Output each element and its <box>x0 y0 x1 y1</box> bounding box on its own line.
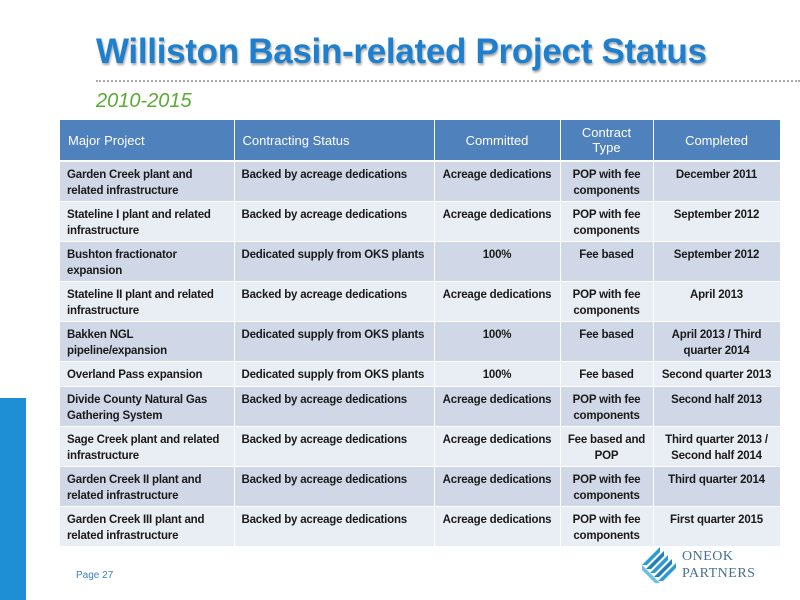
cell-committed: Acreage dedications <box>434 161 561 202</box>
cell-major-project: Stateline I plant and related infrastruc… <box>60 201 235 242</box>
cell-contract-type: POP with fee components <box>560 161 654 202</box>
cell-contracting-status: Backed by acreage dedications <box>234 201 435 242</box>
cell-contract-type: POP with fee components <box>560 466 654 507</box>
title-divider <box>96 80 800 82</box>
cell-completed: Second quarter 2013 <box>653 361 781 387</box>
table-row: Bushton fractionator expansion Dedicated… <box>60 241 781 282</box>
cell-major-project: Bushton fractionator expansion <box>60 241 235 282</box>
table-row: Stateline I plant and related infrastruc… <box>60 201 781 242</box>
table-row: Divide County Natural Gas Gathering Syst… <box>60 386 781 427</box>
column-header-contract-type: Contract Type <box>560 120 654 162</box>
cell-committed: Acreage dedications <box>434 281 561 322</box>
cell-major-project: Divide County Natural Gas Gathering Syst… <box>60 386 235 427</box>
cell-committed: Acreage dedications <box>434 466 561 507</box>
table-header-row: Major Project Contracting Status Committ… <box>60 120 781 162</box>
page-number: Page 27 <box>76 570 114 581</box>
cell-completed: April 2013 / Third quarter 2014 <box>653 321 781 362</box>
cell-contract-type: POP with fee components <box>560 201 654 242</box>
cell-contracting-status: Backed by acreage dedications <box>234 386 435 427</box>
logo-text-partners: PARTNERS <box>682 566 756 581</box>
cell-contracting-status: Dedicated supply from OKS plants <box>234 361 435 387</box>
cell-major-project: Stateline II plant and related infrastru… <box>60 281 235 322</box>
cell-contract-type: Fee based <box>560 241 654 282</box>
cell-contracting-status: Backed by acreage dedications <box>234 466 435 507</box>
cell-contracting-status: Backed by acreage dedications <box>234 281 435 322</box>
cell-completed: September 2012 <box>653 241 781 282</box>
cell-major-project: Overland Pass expansion <box>60 361 235 387</box>
column-header-contracting-status: Contracting Status <box>234 120 435 162</box>
slide-title: Williston Basin-related Project Status <box>96 32 707 71</box>
cell-committed: Acreage dedications <box>434 386 561 427</box>
cell-completed: Second half 2013 <box>653 386 781 427</box>
cell-major-project: Garden Creek III plant and related infra… <box>60 506 235 547</box>
table-row: Sage Creek plant and related infrastruct… <box>60 426 781 467</box>
project-status-table: Major Project Contracting Status Committ… <box>60 120 781 547</box>
cell-contract-type: POP with fee components <box>560 386 654 427</box>
cell-contract-type: POP with fee components <box>560 281 654 322</box>
column-header-committed: Committed <box>434 120 561 162</box>
table-row: Stateline II plant and related infrastru… <box>60 281 781 322</box>
cell-committed: Acreage dedications <box>434 426 561 467</box>
cell-completed: Third quarter 2014 <box>653 466 781 507</box>
table-row: Bakken NGL pipeline/expansion Dedicated … <box>60 321 781 362</box>
cell-major-project: Sage Creek plant and related infrastruct… <box>60 426 235 467</box>
table-row: Garden Creek III plant and related infra… <box>60 506 781 547</box>
cell-committed: Acreage dedications <box>434 506 561 547</box>
cell-completed: Third quarter 2013 / Second half 2014 <box>653 426 781 467</box>
cell-contract-type: POP with fee components <box>560 506 654 547</box>
oneok-logo-icon <box>642 547 676 583</box>
cell-contract-type: Fee based <box>560 361 654 387</box>
cell-major-project: Garden Creek plant and related infrastru… <box>60 161 235 202</box>
slide-subtitle: 2010-2015 <box>96 90 192 112</box>
cell-committed: 100% <box>434 241 561 282</box>
column-header-completed: Completed <box>653 120 781 162</box>
cell-completed: September 2012 <box>653 201 781 242</box>
cell-committed: 100% <box>434 361 561 387</box>
company-logo: ONEOK PARTNERS <box>638 545 778 587</box>
cell-major-project: Bakken NGL pipeline/expansion <box>60 321 235 362</box>
cell-contracting-status: Backed by acreage dedications <box>234 426 435 467</box>
cell-contract-type: Fee based and POP <box>560 426 654 467</box>
cell-completed: April 2013 <box>653 281 781 322</box>
cell-committed: 100% <box>434 321 561 362</box>
cell-major-project: Garden Creek II plant and related infras… <box>60 466 235 507</box>
table-row: Overland Pass expansion Dedicated supply… <box>60 361 781 387</box>
accent-bar <box>0 398 26 600</box>
cell-contract-type: Fee based <box>560 321 654 362</box>
table-row: Garden Creek II plant and related infras… <box>60 466 781 507</box>
cell-committed: Acreage dedications <box>434 201 561 242</box>
column-header-major-project: Major Project <box>60 120 235 162</box>
logo-text-oneok: ONEOK <box>682 549 734 564</box>
cell-contracting-status: Dedicated supply from OKS plants <box>234 321 435 362</box>
cell-completed: December 2011 <box>653 161 781 202</box>
table-row: Garden Creek plant and related infrastru… <box>60 161 781 202</box>
cell-contracting-status: Backed by acreage dedications <box>234 506 435 547</box>
cell-contracting-status: Backed by acreage dedications <box>234 161 435 202</box>
cell-completed: First quarter 2015 <box>653 506 781 547</box>
cell-contracting-status: Dedicated supply from OKS plants <box>234 241 435 282</box>
